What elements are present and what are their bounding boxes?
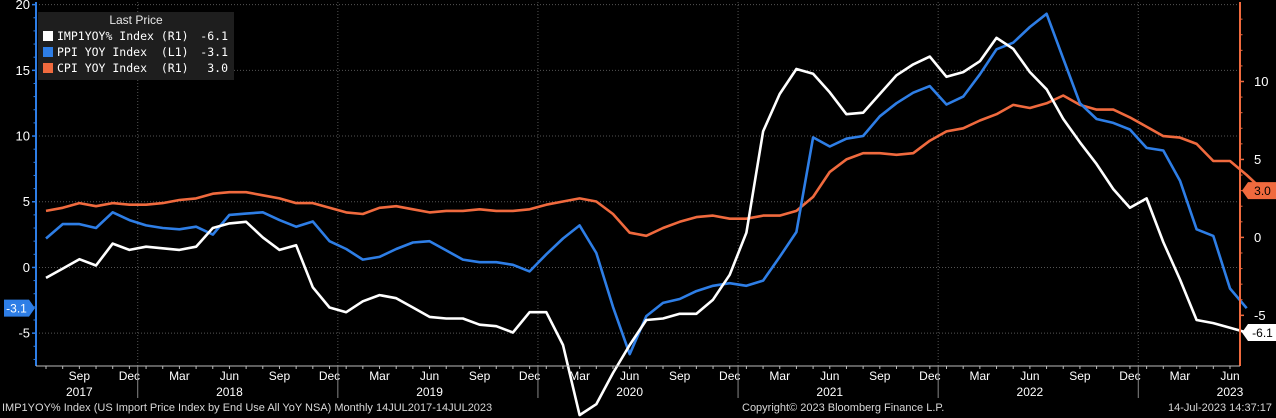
x-tick-label: Dec	[519, 369, 540, 383]
legend-label-ppi: PPI YOY Index (L1)	[57, 45, 189, 59]
legend-last-ppi: -3.1	[200, 45, 228, 59]
right-tick-label: -5	[1254, 308, 1266, 323]
x-year-label: 2020	[616, 385, 643, 399]
x-tick-label: Dec	[319, 369, 340, 383]
imp-last-tag-bg	[1242, 323, 1276, 341]
x-tick-label: Sep	[669, 369, 691, 383]
cpi-last-tag-bg	[1242, 182, 1276, 200]
x-year-label: 2018	[216, 385, 243, 399]
legend-item-cpi: CPI YOY Index (R1) 3.0	[38, 60, 234, 76]
x-tick-label: Sep	[269, 369, 291, 383]
x-tick-label: Sep	[469, 369, 491, 383]
x-tick-label: Jun	[820, 369, 839, 383]
legend-last-imp: -6.1	[200, 29, 228, 43]
x-tick-label: Jun	[1020, 369, 1039, 383]
x-tick-label: Mar	[369, 369, 390, 383]
x-tick-label: Mar	[970, 369, 991, 383]
x-tick-label: Jun	[420, 369, 439, 383]
left-tick-label: 5	[23, 194, 30, 209]
imp-last-tag: -6.1	[1252, 326, 1273, 340]
axes: 20 15 10 5 0 -5 10 5 0 -5 Sep 2017 Dec Mar Jun 2018 Sep D…	[4, 0, 1276, 399]
legend-item-ppi: PPI YOY Index (L1) -3.1	[38, 44, 234, 60]
right-tick-label: 10	[1254, 74, 1268, 89]
legend-item-imp: IMP1YOY% Index (R1) -6.1	[38, 28, 234, 44]
series-line-ppi	[45, 12, 1248, 356]
left-tick-label: 10	[16, 129, 30, 144]
legend-title: Last Price	[109, 13, 163, 27]
x-tick-label: Sep	[69, 369, 91, 383]
x-year-label: 2023	[1217, 385, 1244, 399]
grid-lines	[36, 2, 1240, 366]
footer-copyright: Copyright© 2023 Bloomberg Finance L.P.	[742, 402, 945, 414]
x-tick-label: Dec	[919, 369, 940, 383]
x-year-label: 2022	[1017, 385, 1044, 399]
legend-last-cpi: 3.0	[207, 61, 228, 75]
legend-swatch-ppi	[43, 47, 53, 57]
x-tick-label: Jun	[1220, 369, 1239, 383]
left-tick-label: 20	[16, 0, 30, 12]
legend: Last Price IMP1YOY% Index (R1) -6.1 PPI …	[38, 12, 234, 80]
x-year-label: 2021	[816, 385, 843, 399]
x-tick-label: Mar	[569, 369, 590, 383]
x-year-label: 2019	[416, 385, 443, 399]
right-tick-label: 5	[1254, 152, 1261, 167]
footer-description: IMP1YOY% Index (US Import Price Index by…	[2, 402, 493, 414]
left-tick-label: -5	[18, 326, 30, 341]
legend-swatch-imp	[43, 31, 53, 41]
series-line-imp	[45, 36, 1248, 417]
x-tick-label: Dec	[719, 369, 740, 383]
series-lines	[45, 12, 1265, 417]
legend-label-imp: IMP1YOY% Index (R1)	[57, 29, 189, 43]
legend-label-cpi: CPI YOY Index (R1)	[57, 61, 189, 75]
x-tick-label: Jun	[220, 369, 239, 383]
left-tick-label: 15	[16, 63, 30, 78]
x-year-label: 2017	[66, 385, 93, 399]
x-tick-label: Dec	[1119, 369, 1140, 383]
ppi-last-tag-bg	[4, 299, 35, 317]
plot-area	[36, 2, 1240, 366]
x-tick-label: Dec	[119, 369, 140, 383]
legend-swatch-cpi	[43, 63, 53, 73]
series-line-cpi	[45, 94, 1265, 238]
x-tick-label: Sep	[869, 369, 891, 383]
x-tick-label: Mar	[169, 369, 190, 383]
right-tick-label: 0	[1254, 230, 1261, 245]
x-tick-label: Sep	[1069, 369, 1091, 383]
x-tick-label: Mar	[769, 369, 790, 383]
footer-timestamp: 14-Jul-2023 14:37:17	[1168, 402, 1272, 414]
cpi-last-tag: 3.0	[1254, 184, 1271, 198]
left-tick-label: 0	[23, 260, 30, 275]
x-tick-label: Jun	[620, 369, 639, 383]
ppi-last-tag: -3.1	[6, 302, 27, 316]
x-tick-label: Mar	[1170, 369, 1191, 383]
